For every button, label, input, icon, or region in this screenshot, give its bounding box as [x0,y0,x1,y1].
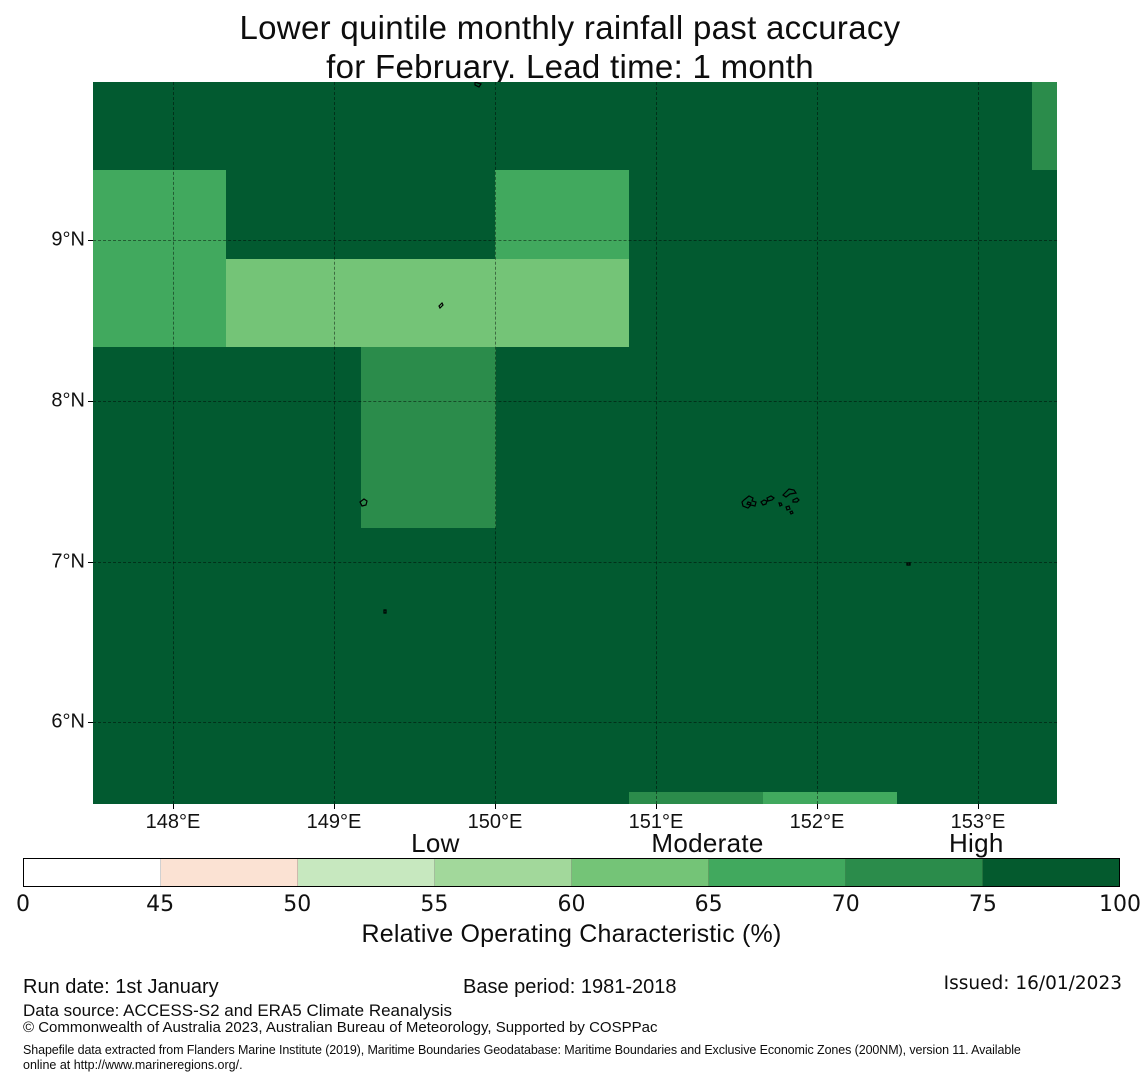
map-cell [361,347,496,528]
grid-line-horizontal [93,401,1057,402]
colorbar-segment [161,859,298,886]
colorbar-segment [983,859,1119,886]
x-tick-mark [817,804,818,809]
island-outline [438,301,444,310]
x-tick-label: 153°E [950,811,1006,833]
colorbar-tick-label: 0 [16,892,30,917]
island-outline [760,499,768,506]
colorbar-segment [435,859,572,886]
x-tick-label: 149°E [306,811,362,833]
y-tick-mark [88,401,93,402]
colorbar [23,858,1120,887]
y-tick-mark [88,722,93,723]
colorbar-category-label: High [948,828,1004,858]
footer-run-date: Run date: 1st January [23,976,219,998]
y-tick-label: 9°N [51,228,85,251]
island-outline [789,510,794,515]
x-tick-mark [978,804,979,809]
grid-line-horizontal [93,562,1057,563]
grid-line-vertical [656,82,657,804]
x-tick-mark [656,804,657,809]
grid-line-vertical [173,82,174,804]
x-tick-label: 151°E [628,811,684,833]
colorbar-category-label: Moderate [651,828,764,858]
colorbar-axis-label: Relative Operating Characteristic (%) [361,920,782,948]
island-outline [359,498,368,507]
colorbar-tick-label: 55 [420,892,449,917]
footer-copyright: © Commonwealth of Australia 2023, Austra… [23,1019,658,1036]
colorbar-segment [846,859,983,886]
chart-title-line1: Lower quintile monthly rainfall past acc… [239,9,901,46]
footer-data-source: Data source: ACCESS-S2 and ERA5 Climate … [23,1001,452,1020]
grid-line-vertical [978,82,979,804]
y-tick-mark [88,562,93,563]
grid-line-vertical [495,82,496,804]
grid-line-vertical [334,82,335,804]
island-outline [785,505,791,511]
island-outline [906,562,911,566]
y-tick-mark [88,240,93,241]
x-tick-label: 148°E [145,811,201,833]
x-tick-mark [334,804,335,809]
island-outline [792,497,800,503]
island-outline [741,495,757,509]
colorbar-category-labels: Low Moderate High [23,828,1120,858]
map-cell [93,170,226,347]
grid-line-vertical [817,82,818,804]
colorbar-tick-label: 75 [968,892,997,917]
footer-base-period: Base period: 1981-2018 [463,976,677,998]
map-cell [495,170,629,259]
colorbar-segment [709,859,846,886]
x-tick-mark [495,804,496,809]
colorbar-tick-label: 45 [146,892,175,917]
colorbar-segment [298,859,435,886]
footer-shapefile-line2: online at http://www.marineregions.org/. [23,1058,243,1072]
grid-line-horizontal [93,240,1057,241]
island-outline [383,609,387,614]
island-outline [766,495,775,502]
y-tick-label: 6°N [51,710,85,733]
x-tick-mark [173,804,174,809]
island-outline [782,488,798,498]
colorbar-category-label: Low [411,828,460,858]
island-outline [746,501,752,506]
colorbar-tick-label: 50 [283,892,312,917]
colorbar-tick-label: 70 [831,892,860,917]
colorbar-segment [24,859,161,886]
colorbar-segment [572,859,709,886]
y-tick-label: 8°N [51,389,85,412]
chart-title-line2: for February. Lead time: 1 month [326,48,814,85]
island-outline [474,82,482,88]
colorbar-tick-label: 65 [694,892,723,917]
footer-issued: Issued: 16/01/2023 [943,973,1122,994]
x-tick-label: 152°E [789,811,845,833]
island-outline [778,502,783,507]
grid-line-horizontal [93,722,1057,723]
footer-shapefile-line1: Shapefile data extracted from Flanders M… [23,1043,1021,1057]
island-outlines [359,82,911,614]
map-cell [226,259,629,347]
x-tick-label: 150°E [467,811,523,833]
map-cell [763,792,897,804]
colorbar-tick-labels: 0 45 50 55 60 65 70 75 100 [16,892,1140,918]
map-cell [629,792,763,804]
map-cell [1032,82,1057,170]
colorbar-tick-label: 60 [557,892,586,917]
colorbar-tick-label: 100 [1099,892,1140,917]
map-plot [93,82,1057,804]
y-tick-label: 7°N [51,550,85,573]
